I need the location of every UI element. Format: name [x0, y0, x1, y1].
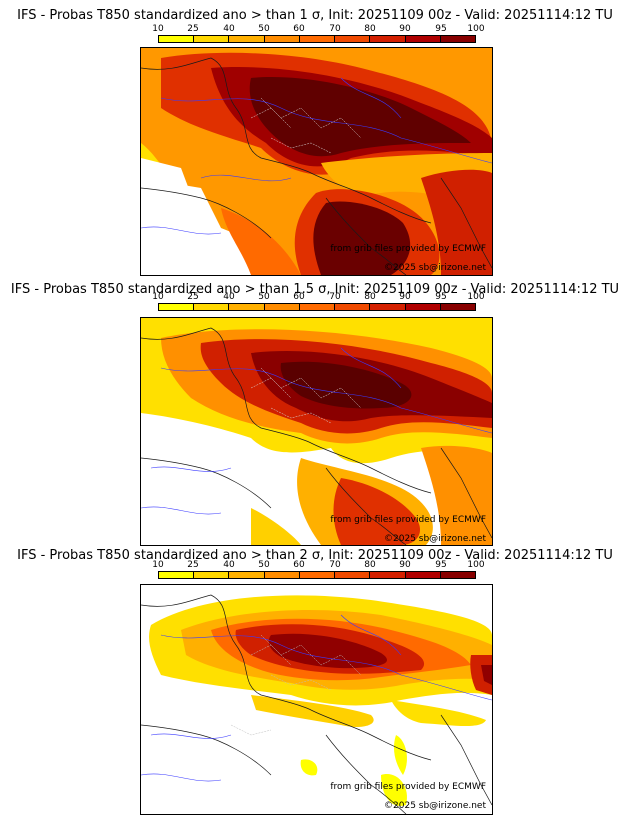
scale-tick: 100: [467, 560, 485, 570]
scale-swatch: [159, 572, 195, 578]
map-panel-3: IFS - Probas T850 standardized ano > tha…: [0, 546, 630, 828]
scale-swatch: [264, 304, 300, 310]
credit-source: from grib files provided by ECMWF: [330, 782, 486, 792]
colorscale-bar: [158, 35, 476, 43]
scale-swatch: [299, 304, 336, 310]
scale-swatch: [194, 304, 230, 310]
colorscale-bar: [158, 571, 476, 579]
scale-swatch: [405, 36, 441, 42]
scale-swatch: [159, 304, 195, 310]
scale-swatch: [264, 572, 300, 578]
scale-swatch: [229, 36, 265, 42]
scale-swatch: [440, 304, 475, 310]
scale-swatch: [159, 36, 195, 42]
scale-tick: 70: [329, 560, 341, 570]
probability-map: from grib files provided by ECMWF ©2025 …: [140, 47, 493, 276]
panel-title: IFS - Probas T850 standardized ano > tha…: [17, 8, 613, 23]
scale-tick: 100: [467, 24, 485, 34]
scale-swatch: [229, 572, 265, 578]
scale-tick: 40: [223, 560, 235, 570]
scale-tick: 50: [258, 560, 270, 570]
scale-swatch: [299, 572, 336, 578]
scale-swatch: [405, 304, 441, 310]
scale-swatch: [335, 572, 371, 578]
scale-tick: 10: [152, 24, 164, 34]
scale-tick: 70: [329, 292, 341, 302]
scale-swatch: [335, 304, 371, 310]
scale-swatch: [335, 36, 371, 42]
credit-copyright: ©2025 sb@irizone.net: [384, 801, 486, 811]
scale-tick: 90: [399, 292, 411, 302]
scale-tick: 25: [187, 292, 199, 302]
credit-copyright: ©2025 sb@irizone.net: [384, 263, 486, 273]
colorscale-labels: 10 25 40 50 60 70 80 90 95 100: [152, 24, 484, 34]
map-panel-1: IFS - Probas T850 standardized ano > tha…: [0, 0, 630, 276]
map-panel-2: IFS - Probas T850 standardized ano > tha…: [0, 276, 630, 546]
scale-swatch: [440, 572, 475, 578]
panel-title: IFS - Probas T850 standardized ano > tha…: [10, 282, 620, 297]
scale-swatch: [229, 304, 265, 310]
scale-tick: 70: [329, 24, 341, 34]
probability-map: from grib files provided by ECMWF ©2025 …: [140, 317, 493, 546]
probability-map: from grib files provided by ECMWF ©2025 …: [140, 584, 493, 815]
scale-tick: 10: [152, 292, 164, 302]
scale-tick: 100: [467, 292, 485, 302]
panel-title: IFS - Probas T850 standardized ano > tha…: [17, 548, 613, 563]
scale-swatch: [194, 36, 230, 42]
scale-tick: 60: [293, 24, 305, 34]
scale-tick: 40: [223, 24, 235, 34]
scale-tick: 80: [364, 24, 376, 34]
scale-tick: 40: [223, 292, 235, 302]
scale-tick: 25: [187, 24, 199, 34]
scale-tick: 90: [399, 24, 411, 34]
scale-tick: 95: [435, 292, 447, 302]
scale-swatch: [370, 304, 406, 310]
scale-tick: 10: [152, 560, 164, 570]
scale-swatch: [440, 36, 475, 42]
scale-swatch: [194, 572, 230, 578]
scale-swatch: [299, 36, 336, 42]
scale-swatch: [370, 36, 406, 42]
scale-tick: 80: [364, 292, 376, 302]
credit-source: from grib files provided by ECMWF: [330, 515, 486, 525]
scale-tick: 60: [293, 292, 305, 302]
scale-tick: 50: [258, 292, 270, 302]
scale-tick: 60: [293, 560, 305, 570]
credit-source: from grib files provided by ECMWF: [330, 244, 486, 254]
scale-swatch: [405, 572, 441, 578]
colorscale-labels: 10 25 40 50 60 70 80 90 95 100: [152, 292, 484, 302]
scale-tick: 50: [258, 24, 270, 34]
scale-swatch: [264, 36, 300, 42]
credit-copyright: ©2025 sb@irizone.net: [384, 534, 486, 544]
scale-tick: 95: [435, 24, 447, 34]
scale-tick: 95: [435, 560, 447, 570]
colorscale-labels: 10 25 40 50 60 70 80 90 95 100: [152, 560, 484, 570]
scale-tick: 80: [364, 560, 376, 570]
scale-tick: 25: [187, 560, 199, 570]
scale-tick: 90: [399, 560, 411, 570]
scale-swatch: [370, 572, 406, 578]
colorscale-bar: [158, 303, 476, 311]
